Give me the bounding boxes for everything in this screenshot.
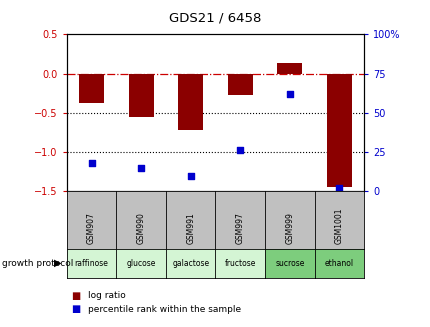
Point — [335, 185, 342, 191]
Point — [138, 165, 144, 170]
Text: log ratio: log ratio — [88, 291, 126, 301]
Bar — [277, 63, 301, 74]
Text: GSM991: GSM991 — [186, 212, 195, 244]
Text: sucrose: sucrose — [274, 259, 304, 268]
Text: percentile rank within the sample: percentile rank within the sample — [88, 304, 241, 314]
Text: glucose: glucose — [126, 259, 156, 268]
Text: GSM990: GSM990 — [136, 212, 145, 244]
Point — [187, 173, 194, 178]
Bar — [326, 74, 351, 187]
Bar — [227, 74, 252, 95]
Text: raffinose: raffinose — [74, 259, 108, 268]
Text: fructose: fructose — [224, 259, 255, 268]
Text: GSM997: GSM997 — [235, 212, 244, 244]
Text: growth protocol: growth protocol — [2, 259, 74, 268]
Text: ▶: ▶ — [54, 258, 62, 268]
Text: GSM1001: GSM1001 — [334, 207, 343, 244]
Text: ■: ■ — [71, 291, 80, 301]
Bar — [178, 74, 203, 130]
Text: GSM907: GSM907 — [87, 212, 96, 244]
Point — [88, 161, 95, 166]
Text: galactose: galactose — [172, 259, 209, 268]
Text: ethanol: ethanol — [324, 259, 353, 268]
Bar — [79, 74, 104, 103]
Point — [236, 148, 243, 153]
Text: GSM999: GSM999 — [285, 212, 294, 244]
Point — [286, 91, 292, 96]
Text: ■: ■ — [71, 304, 80, 314]
Text: GDS21 / 6458: GDS21 / 6458 — [169, 11, 261, 25]
Bar — [129, 74, 153, 117]
